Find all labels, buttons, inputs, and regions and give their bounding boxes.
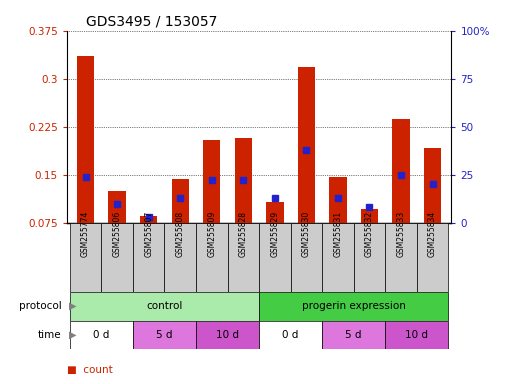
Text: 0 d: 0 d — [283, 330, 299, 340]
Bar — [102, 223, 133, 292]
Bar — [108, 191, 126, 223]
Text: GSM255808: GSM255808 — [176, 211, 185, 257]
Text: GSM255828: GSM255828 — [239, 211, 248, 257]
Bar — [77, 56, 94, 223]
Bar — [417, 223, 448, 292]
Bar — [266, 202, 284, 223]
Text: 0 d: 0 d — [93, 330, 110, 340]
Bar — [259, 321, 322, 349]
Bar — [165, 223, 196, 292]
Bar — [322, 223, 353, 292]
Text: GSM255809: GSM255809 — [207, 211, 216, 257]
Bar — [70, 321, 133, 349]
Bar — [203, 139, 221, 223]
Bar — [70, 292, 259, 321]
Text: GSM255806: GSM255806 — [113, 211, 122, 257]
Bar — [259, 223, 290, 292]
Bar — [171, 179, 189, 223]
Text: GSM255831: GSM255831 — [333, 211, 342, 257]
Text: 10 d: 10 d — [405, 330, 428, 340]
Text: 10 d: 10 d — [216, 330, 239, 340]
Bar — [353, 223, 385, 292]
Text: control: control — [146, 301, 183, 311]
Text: GDS3495 / 153057: GDS3495 / 153057 — [86, 14, 218, 28]
Bar — [290, 223, 322, 292]
Text: GSM255832: GSM255832 — [365, 211, 374, 257]
Bar — [259, 292, 448, 321]
Bar — [361, 209, 378, 223]
Bar — [424, 148, 441, 223]
Bar — [133, 223, 165, 292]
Text: GSM255829: GSM255829 — [270, 211, 280, 257]
Text: time: time — [38, 330, 62, 340]
Text: 5 d: 5 d — [345, 330, 362, 340]
Text: ▶: ▶ — [69, 330, 77, 340]
Bar — [322, 321, 385, 349]
Bar — [234, 138, 252, 223]
Bar — [196, 223, 228, 292]
Text: 5 d: 5 d — [156, 330, 173, 340]
Text: ▶: ▶ — [69, 301, 77, 311]
Text: GSM255834: GSM255834 — [428, 211, 437, 257]
Bar — [385, 223, 417, 292]
Text: protocol: protocol — [19, 301, 62, 311]
Bar — [228, 223, 259, 292]
Text: GSM255807: GSM255807 — [144, 211, 153, 257]
Bar — [329, 177, 347, 223]
Bar — [298, 67, 315, 223]
Bar — [70, 223, 102, 292]
Text: progerin expression: progerin expression — [302, 301, 406, 311]
Text: GSM255830: GSM255830 — [302, 211, 311, 257]
Bar — [392, 119, 410, 223]
Bar — [385, 321, 448, 349]
Bar — [196, 321, 259, 349]
Text: GSM255774: GSM255774 — [81, 211, 90, 257]
Text: GSM255833: GSM255833 — [397, 211, 405, 257]
Text: ■  count: ■ count — [67, 365, 112, 375]
Bar — [140, 216, 157, 223]
Bar — [133, 321, 196, 349]
